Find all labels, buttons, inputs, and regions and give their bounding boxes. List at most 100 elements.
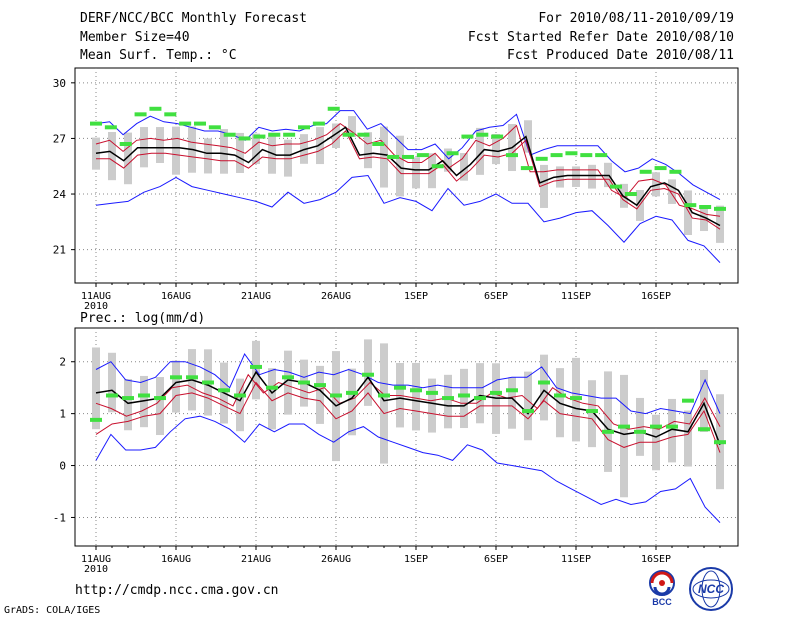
plot-frame (74, 67, 739, 284)
observed-marker (282, 375, 294, 380)
chart-precipitation: 11AUG 16AUG 21AUG 26AUG 1SEP 6SEP 11SEP 16SEP20… (53, 327, 739, 575)
spread-box (540, 164, 548, 208)
observed-marker (186, 375, 198, 380)
spread-box (668, 398, 676, 463)
observed-marker (426, 390, 438, 395)
spread-box (700, 369, 708, 432)
y-tick-label: 1 (59, 408, 66, 421)
spread-box (284, 350, 292, 415)
spread-box (380, 126, 388, 188)
spread-box (108, 352, 116, 413)
spread-box (444, 374, 452, 429)
spread-box (524, 120, 532, 153)
observed-marker (586, 409, 598, 414)
spread-box (524, 371, 532, 441)
series-line-lower-spread (96, 130, 721, 230)
x-tick-label: 26AUG (321, 554, 351, 565)
x-tick-label: 1SEP (404, 554, 428, 565)
observed-marker (595, 153, 608, 158)
spread-box (588, 380, 596, 448)
observed-marker (442, 396, 454, 401)
series-line-ensemble-min (95, 415, 721, 523)
observed-marker (372, 141, 385, 146)
spread-box (236, 378, 244, 432)
spread-box (716, 205, 724, 243)
spread-box (620, 374, 628, 498)
observed-marker (474, 396, 486, 401)
observed-marker (650, 424, 662, 429)
x-tick-label: 11SEP (561, 554, 591, 565)
observed-marker (699, 205, 712, 210)
observed-marker (90, 121, 102, 126)
observed-marker (138, 393, 150, 398)
observed-marker (669, 169, 682, 174)
x-tick-label: 11SEP (561, 291, 591, 302)
x-tick-label: 11AUG (81, 291, 111, 302)
spread-box (364, 339, 372, 406)
spread-box (92, 347, 100, 430)
series-line-ensemble-max (95, 110, 721, 201)
series-line-ensemble-max (95, 352, 721, 415)
spread-box (220, 129, 228, 174)
spread-box (476, 363, 484, 424)
observed-marker (714, 440, 726, 445)
observed-marker (104, 125, 117, 130)
x-tick-label: 21AUG (241, 291, 271, 302)
series-line-ensemble-min (95, 174, 721, 263)
spread-box (540, 354, 548, 421)
spread-box (476, 127, 484, 175)
source-url[interactable]: http://cmdp.ncc.cma.gov.cn (75, 583, 279, 598)
spread-box (140, 375, 148, 428)
spread-box (236, 132, 244, 173)
observed-marker (610, 184, 622, 189)
observed-marker (346, 390, 358, 395)
spread-box (124, 132, 132, 185)
bcc-logo: BCC (649, 570, 675, 607)
observed-marker (666, 424, 678, 429)
x-year-label: 2010 (84, 564, 108, 575)
observed-marker (387, 154, 400, 159)
observed-marker (639, 169, 652, 174)
chart-title: DERF/NCC/BCC Monthly Forecast (80, 11, 307, 26)
spread-box (252, 133, 260, 165)
observed-marker (253, 134, 266, 139)
observed-marker (164, 112, 177, 117)
observed-marker (446, 151, 459, 156)
x-tick-label: 16AUG (161, 554, 191, 565)
spread-box (604, 371, 612, 472)
observed-marker (580, 153, 593, 158)
y-tick-label: 27 (53, 132, 66, 145)
observed-marker (266, 385, 278, 390)
spread-box (332, 123, 340, 149)
observed-marker (550, 153, 563, 158)
spread-box (316, 127, 324, 165)
observed-marker (250, 364, 262, 369)
observed-marker (238, 136, 251, 141)
spread-box (412, 157, 420, 189)
spread-box (172, 126, 180, 175)
spread-box (684, 190, 692, 235)
observed-marker (402, 154, 414, 159)
spread-box (204, 138, 212, 174)
observed-marker (410, 388, 422, 393)
observed-marker (682, 398, 694, 403)
spread-box (636, 190, 644, 221)
observed-marker (634, 429, 646, 434)
observed-marker (506, 388, 518, 393)
spread-box (268, 368, 276, 430)
observed-marker (154, 396, 166, 401)
observed-marker (535, 156, 548, 161)
observed-marker (490, 390, 502, 395)
spread-box (444, 148, 452, 172)
x-year-label: 2010 (84, 301, 108, 312)
bcc-logo-text: BCC (652, 597, 672, 607)
x-tick-label: 11AUG (81, 554, 111, 565)
observed-marker (618, 424, 630, 429)
observed-marker (342, 132, 355, 137)
start-date: Fcst Started Refer Date 2010/08/10 (467, 30, 734, 45)
spread-box (652, 172, 660, 197)
observed-marker (202, 380, 214, 385)
observed-marker (538, 380, 550, 385)
x-tick-label: 16SEP (641, 291, 671, 302)
observed-marker (522, 409, 534, 414)
